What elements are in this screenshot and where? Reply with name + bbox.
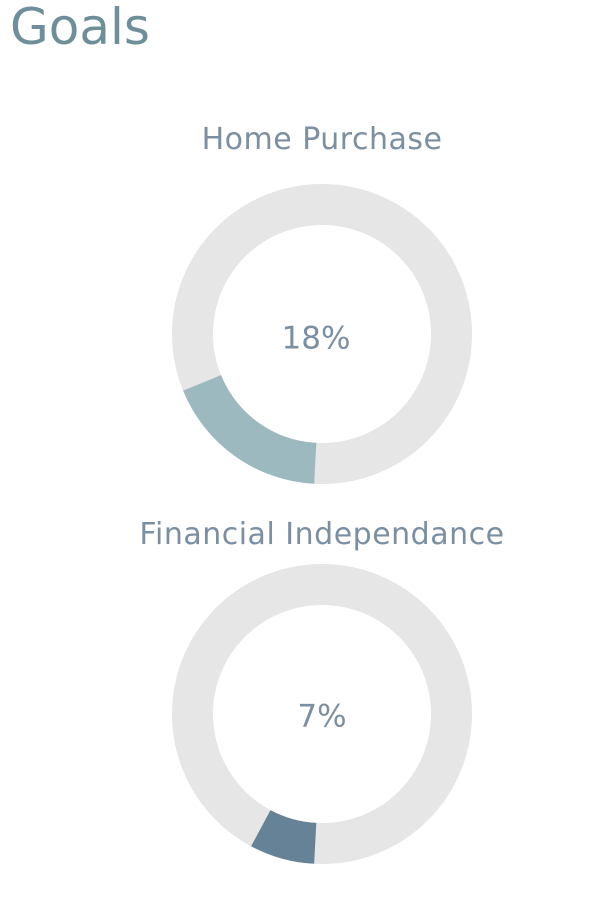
donut-progress-arc — [183, 374, 317, 484]
goal-title-home-purchase: Home Purchase — [201, 122, 443, 157]
donut-progress-arc — [251, 809, 317, 864]
goal-donut-financial-independance: 7% — [172, 564, 472, 864]
page-title: Goals — [10, 0, 150, 56]
donut-percent-label: 18% — [282, 321, 351, 357]
goal-title-financial-independance: Financial Independance — [139, 517, 505, 552]
donut-percent-label: 7% — [297, 699, 346, 735]
donut-track — [172, 184, 472, 484]
goal-donut-home-purchase: 18% — [172, 184, 472, 484]
donut-track — [172, 564, 472, 864]
